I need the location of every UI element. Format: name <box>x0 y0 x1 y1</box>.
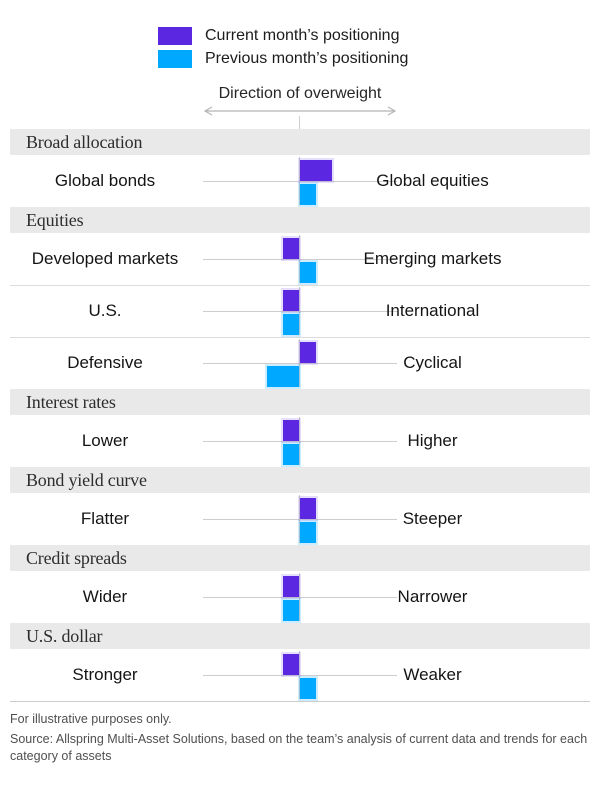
row-us-vs-international: U.S. International <box>0 285 600 337</box>
row-label-right: Steeper <box>402 509 463 528</box>
bar-current <box>283 420 299 441</box>
row-global-bonds-vs-global-equities: Global bonds Global equities <box>0 155 600 207</box>
baseline <box>203 675 397 676</box>
center-axis-line <box>299 287 300 335</box>
center-axis-line <box>299 339 300 387</box>
row-flatter-vs-steeper: Flatter Steeper <box>0 493 600 545</box>
row-label-right: Narrower <box>397 587 468 606</box>
bar-previous <box>267 366 299 387</box>
row-label-right: Weaker <box>403 665 462 684</box>
row-label-left: Wider <box>82 587 128 606</box>
baseline <box>203 519 397 520</box>
row-defensive-vs-cyclical: Defensive Cyclical <box>0 337 600 389</box>
row-label-left: Flatter <box>80 509 130 528</box>
center-axis-line <box>299 651 300 699</box>
footnote-illustrative: For illustrative purposes only. <box>10 712 172 726</box>
center-axis-line <box>299 235 300 283</box>
baseline <box>203 597 397 598</box>
legend-swatch-current-icon <box>158 27 192 45</box>
double-arrow-icon <box>203 106 397 116</box>
bar-previous <box>300 184 316 205</box>
bar-previous <box>300 522 316 543</box>
center-axis-line <box>299 417 300 465</box>
row-label-right: Global equities <box>376 171 489 190</box>
legend: Current month’s positioning Previous mon… <box>158 27 408 68</box>
row-stronger-vs-weaker: Stronger Weaker <box>0 649 600 701</box>
center-axis-line <box>299 573 300 621</box>
row-label-left: Developed markets <box>31 249 179 268</box>
bar-current <box>283 238 299 259</box>
bar-previous <box>283 600 299 621</box>
legend-item-current: Current month’s positioning <box>158 27 408 45</box>
bar-previous <box>300 262 316 283</box>
section-header-credit-spreads: Credit spreads <box>10 545 590 571</box>
legend-swatch-previous-icon <box>158 50 192 68</box>
row-label-left: Defensive <box>67 353 143 372</box>
baseline <box>203 363 397 364</box>
baseline <box>203 311 397 312</box>
legend-item-previous: Previous month’s positioning <box>158 50 408 68</box>
section-header-interest-rates: Interest rates <box>10 389 590 415</box>
bar-current <box>300 160 332 181</box>
row-label-right: Emerging markets <box>363 249 502 268</box>
legend-label: Current month’s positioning <box>205 27 400 44</box>
section-header-bond-yield-curve: Bond yield curve <box>10 467 590 493</box>
section-header-equities: Equities <box>10 207 590 233</box>
footnote-source: Source: Allspring Multi-Asset Solutions,… <box>10 731 588 763</box>
bar-current <box>283 654 299 675</box>
chart-header: Current month’s positioning Previous mon… <box>0 0 600 129</box>
footnote: For illustrative purposes only. Source: … <box>10 701 590 765</box>
center-axis-tick <box>299 116 300 129</box>
baseline <box>203 441 397 442</box>
row-label-right: Cyclical <box>403 353 462 372</box>
row-label-left: Stronger <box>72 665 138 684</box>
row-label-right: International <box>385 301 480 320</box>
section-header-us-dollar: U.S. dollar <box>10 623 590 649</box>
center-axis-line <box>299 157 300 205</box>
section-header-broad-allocation: Broad allocation <box>10 129 590 155</box>
bar-previous <box>300 678 316 699</box>
row-lower-vs-higher: Lower Higher <box>0 415 600 467</box>
legend-label: Previous month’s positioning <box>205 50 409 67</box>
row-label-left: Lower <box>81 431 129 450</box>
bar-current <box>300 342 316 363</box>
row-label-left: Global bonds <box>54 171 156 190</box>
direction-of-overweight-label: Direction of overweight <box>218 85 382 102</box>
bar-current <box>283 290 299 311</box>
row-label-left: U.S. <box>88 301 122 320</box>
row-developed-vs-emerging: Developed markets Emerging markets <box>0 233 600 285</box>
bar-previous <box>283 444 299 465</box>
baseline <box>203 259 397 260</box>
bar-current <box>300 498 316 519</box>
bar-current <box>283 576 299 597</box>
row-label-right: Higher <box>407 431 458 450</box>
center-axis-line <box>299 495 300 543</box>
bar-previous <box>283 314 299 335</box>
row-wider-vs-narrower: Wider Narrower <box>0 571 600 623</box>
baseline <box>203 181 397 182</box>
